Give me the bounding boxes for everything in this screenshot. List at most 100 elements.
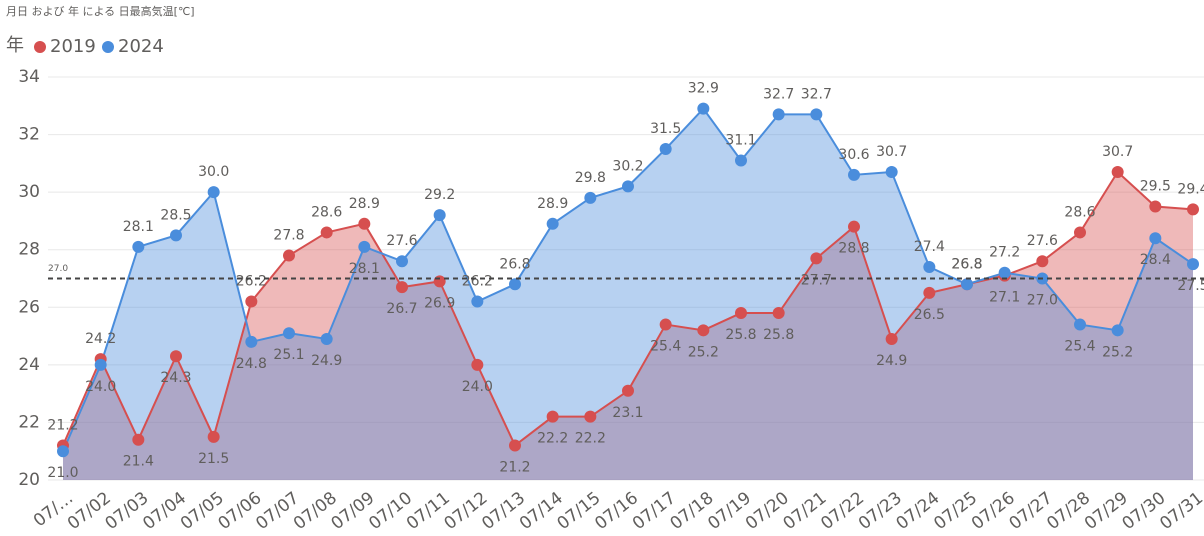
legend-label: 2019	[50, 36, 96, 57]
data-label: 30.0	[198, 164, 229, 180]
legend-label: 2024	[118, 36, 164, 57]
y-tick-label: 28	[18, 240, 40, 260]
data-point	[584, 191, 597, 204]
data-point	[697, 324, 710, 337]
data-label: 28.1	[349, 261, 380, 277]
x-tick-label: 07/28	[1043, 488, 1094, 534]
data-point	[320, 226, 333, 239]
data-label: 24.2	[85, 331, 116, 347]
x-tick-label: 07/03	[102, 488, 153, 534]
data-label: 27.5	[1177, 278, 1204, 294]
y-tick-label: 20	[18, 470, 40, 490]
data-label: 29.8	[575, 170, 606, 186]
data-point	[622, 180, 634, 193]
data-point	[132, 240, 145, 253]
data-point	[584, 410, 597, 423]
x-tick-label: 07/10	[365, 488, 416, 534]
x-tick-label: 07/24	[893, 488, 944, 534]
x-tick-label: 07/04	[139, 488, 190, 534]
data-point	[772, 108, 785, 121]
data-point	[245, 295, 258, 308]
legend-marker	[102, 41, 114, 53]
data-label: 25.8	[725, 327, 756, 343]
data-point	[320, 332, 333, 345]
x-tick-label: 07/29	[1081, 488, 1132, 534]
data-label: 24.0	[85, 379, 116, 395]
data-label: 26.8	[499, 256, 530, 272]
x-tick-label: 07/16	[591, 488, 642, 534]
data-point	[735, 154, 747, 167]
data-label: 22.2	[537, 431, 568, 447]
x-tick-label: 07/27	[1006, 488, 1057, 534]
data-label: 24.8	[236, 356, 267, 372]
data-point	[810, 252, 823, 265]
data-label: 27.1	[989, 290, 1020, 306]
data-point	[509, 439, 521, 452]
data-label: 29.2	[424, 187, 455, 203]
data-label: 28.6	[311, 204, 342, 220]
x-tick-label: 07/14	[516, 488, 567, 534]
data-label: 30.7	[1102, 144, 1133, 160]
data-point	[358, 240, 371, 253]
data-point	[1187, 258, 1199, 271]
data-label: 30.7	[876, 144, 907, 160]
data-point	[57, 445, 69, 458]
x-tick-label: 07/26	[968, 488, 1019, 534]
x-tick-label: 07/13	[478, 488, 529, 534]
data-label: 29.4	[1177, 181, 1204, 197]
x-tick-label: 07/08	[290, 488, 341, 534]
data-point	[170, 350, 182, 363]
data-point	[697, 102, 710, 115]
data-label: 26.9	[424, 295, 455, 311]
data-point	[207, 186, 220, 199]
data-label: 21.5	[198, 451, 229, 467]
x-tick-label: 07/07	[252, 488, 303, 534]
data-label: 27.0	[1027, 293, 1058, 309]
x-tick-label: 07/21	[780, 488, 831, 534]
y-tick-label: 30	[18, 182, 40, 202]
x-tick-label: 07/05	[177, 488, 228, 534]
data-point	[283, 327, 295, 340]
data-label: 27.8	[273, 227, 304, 243]
data-label: 25.2	[1102, 344, 1133, 360]
data-point	[1187, 203, 1199, 216]
data-point	[1149, 200, 1162, 213]
data-point	[1111, 165, 1124, 178]
data-label: 28.6	[1064, 204, 1095, 220]
x-tick-label: 07/23	[855, 488, 906, 534]
data-label: 32.7	[763, 86, 794, 102]
x-tick-label: 07/18	[667, 488, 718, 534]
area	[63, 108, 1193, 481]
x-tick-label: 07/12	[441, 488, 492, 534]
x-tick-label: 07/25	[930, 488, 981, 534]
data-point	[283, 249, 295, 262]
data-point	[1036, 255, 1049, 268]
area	[63, 171, 1193, 480]
data-label: 25.4	[1064, 339, 1095, 355]
x-tick-label: 07/19	[704, 488, 755, 534]
data-label: 31.5	[650, 121, 681, 137]
x-tick-label: 07/20	[742, 488, 793, 534]
data-point	[1111, 324, 1124, 337]
x-tick-label: 07/02	[64, 488, 115, 534]
data-point	[659, 142, 672, 155]
data-label: 28.4	[1140, 252, 1171, 268]
data-label: 27.6	[386, 233, 417, 249]
data-label: 25.1	[273, 347, 304, 363]
data-point	[471, 358, 484, 371]
data-point	[245, 335, 258, 348]
data-point	[810, 108, 823, 121]
data-point	[433, 209, 446, 222]
reference-label: 27.0	[48, 264, 68, 274]
chart-title: 月日 および 年 による 日最高気温[℃]	[6, 4, 195, 18]
data-point	[961, 278, 973, 291]
data-label: 26.8	[951, 256, 982, 272]
data-point	[546, 217, 559, 230]
data-point	[207, 430, 220, 443]
x-tick-label: 07/09	[328, 488, 379, 534]
x-tick-label: 07/30	[1119, 488, 1170, 534]
data-label: 27.4	[914, 239, 945, 255]
data-label: 23.1	[612, 405, 643, 421]
data-label: 26.2	[236, 274, 267, 290]
